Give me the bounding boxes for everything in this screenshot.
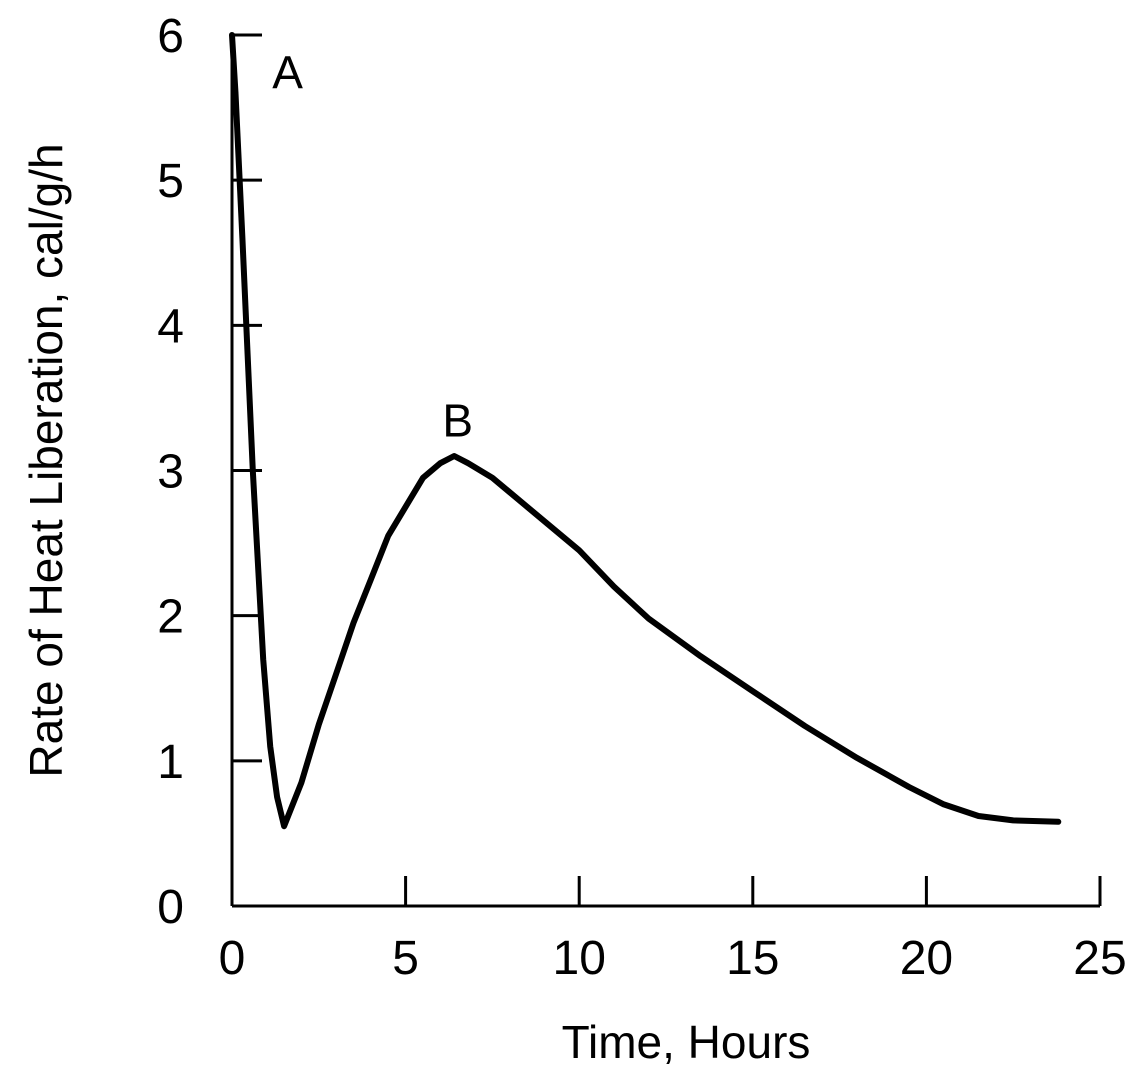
ticks: 0 5 10 15 20 25 0 1 2 3 4 5 6: [157, 10, 1126, 985]
annotations: AB: [272, 46, 473, 446]
annotation-label: B: [442, 395, 473, 447]
y-tick-label: 0: [157, 881, 184, 934]
x-tick-label: 10: [553, 932, 606, 985]
y-axis-label: Rate of Heat Liberation, cal/g/h: [20, 143, 72, 777]
y-tick-label: 6: [157, 10, 184, 63]
y-tick-label: 2: [157, 591, 184, 644]
series-line: [229, 32, 1062, 830]
series-layer: [229, 32, 1062, 830]
annotation-label: A: [272, 46, 303, 98]
y-tick-label: 3: [157, 446, 184, 499]
x-tick-label: 25: [1073, 932, 1126, 985]
x-tick-label: 5: [392, 932, 419, 985]
y-tick-label: 4: [157, 300, 184, 353]
x-tick-label: 20: [900, 932, 953, 985]
x-tick-label: 15: [726, 932, 779, 985]
y-tick-label: 1: [157, 736, 184, 789]
y-tick-label: 5: [157, 155, 184, 208]
x-tick-label: 0: [219, 932, 246, 985]
x-axis-label: Time, Hours: [562, 1016, 811, 1068]
axes: [230, 35, 1100, 908]
